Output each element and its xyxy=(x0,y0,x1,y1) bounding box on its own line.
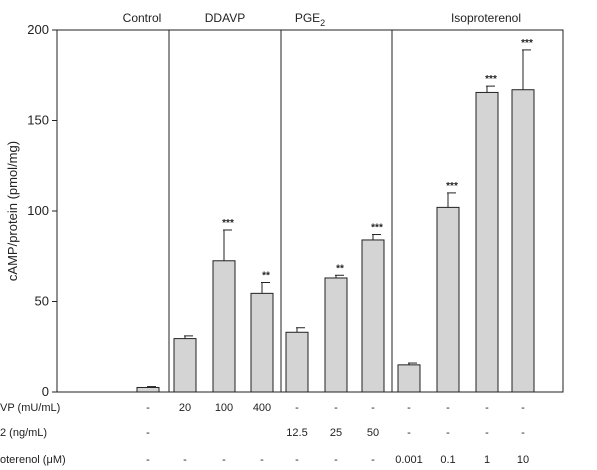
dose-cell-1-0: - xyxy=(146,427,150,439)
dose-cell-1-8: - xyxy=(446,427,450,439)
group-labels: Control DDAVP PGE2 Isoproterenol xyxy=(123,11,521,28)
bar-1 xyxy=(173,338,197,393)
bar-2 xyxy=(212,260,236,393)
bar-5 xyxy=(324,277,348,393)
dose-cell-2-0: - xyxy=(146,454,150,466)
dose-cell-1-7: - xyxy=(407,427,411,439)
dose-cell-0-0: - xyxy=(146,402,150,414)
dose-cell-1-9: - xyxy=(485,427,489,439)
dose-cell-2-3: - xyxy=(260,454,264,466)
bar-10 xyxy=(511,89,535,393)
dose-cell-0-2: 100 xyxy=(215,402,233,414)
group-label-0: Control xyxy=(123,11,162,25)
bar-6 xyxy=(361,239,385,393)
y-tick-label-3: 150 xyxy=(27,113,49,128)
significance-8: *** xyxy=(446,181,458,192)
dose-cell-2-4: - xyxy=(295,454,299,466)
dose-cell-1-5: 25 xyxy=(330,427,342,439)
group-label-3: Isoproterenol xyxy=(451,11,521,25)
dose-cell-0-3: 400 xyxy=(253,402,271,414)
significance-2: *** xyxy=(222,218,234,229)
dose-cell-0-1: 20 xyxy=(179,402,191,414)
dose-row-label-1: 2 (ng/mL) xyxy=(0,427,47,439)
group-label-1: DDAVP xyxy=(205,11,245,25)
bar-9 xyxy=(475,91,499,393)
bar-0 xyxy=(136,386,160,393)
bars: ******************* xyxy=(136,38,535,393)
dose-cell-2-9: 1 xyxy=(484,454,490,466)
dose-cell-2-1: - xyxy=(183,454,187,466)
significance-3: ** xyxy=(262,270,270,281)
dose-cell-1-6: 50 xyxy=(367,427,379,439)
dose-cell-0-5: - xyxy=(334,402,338,414)
y-tick-label-1: 50 xyxy=(35,294,49,309)
dose-row-label-2: oterenol (μM) xyxy=(0,454,66,466)
bar-8 xyxy=(436,206,460,393)
dose-cell-0-7: - xyxy=(407,402,411,414)
bar-7 xyxy=(397,364,421,393)
y-tick-label-4: 200 xyxy=(27,22,49,37)
group-label-2: PGE2 xyxy=(295,11,325,28)
y-axis-label: cAMP/protein (pmol/mg) xyxy=(5,141,20,281)
dose-cell-2-2: - xyxy=(222,454,226,466)
y-tick-label-0: 0 xyxy=(42,384,49,399)
y-tick-label-2: 100 xyxy=(27,203,49,218)
significance-6: *** xyxy=(371,223,383,234)
dose-cell-0-9: - xyxy=(485,402,489,414)
group-dividers xyxy=(168,30,393,392)
dose-cell-2-10: 10 xyxy=(517,454,529,466)
significance-5: ** xyxy=(336,263,344,274)
dose-cell-2-6: - xyxy=(371,454,375,466)
dose-cell-1-10: - xyxy=(521,427,525,439)
dose-cell-2-8: 0.1 xyxy=(440,454,455,466)
bar-3 xyxy=(250,292,274,393)
dose-cell-2-7: 0.001 xyxy=(395,454,423,466)
dose-cell-0-10: - xyxy=(521,402,525,414)
dose-cell-0-8: - xyxy=(446,402,450,414)
y-axis: 0 50 100 150 200 xyxy=(27,22,57,399)
dose-cell-1-4: 12.5 xyxy=(286,427,307,439)
dose-row-label-0: VP (mU/mL) xyxy=(0,402,60,414)
dose-table: VP (mU/mL) - 20 100 400 - - - - - - - 2 (ng/mL) - 12.5… xyxy=(0,402,529,466)
dose-cell-2-5: - xyxy=(334,454,338,466)
significance-9: *** xyxy=(485,74,497,85)
significance-10: *** xyxy=(521,38,533,49)
bar-4 xyxy=(285,331,309,393)
dose-cell-0-4: - xyxy=(295,402,299,414)
dose-cell-0-6: - xyxy=(371,402,375,414)
